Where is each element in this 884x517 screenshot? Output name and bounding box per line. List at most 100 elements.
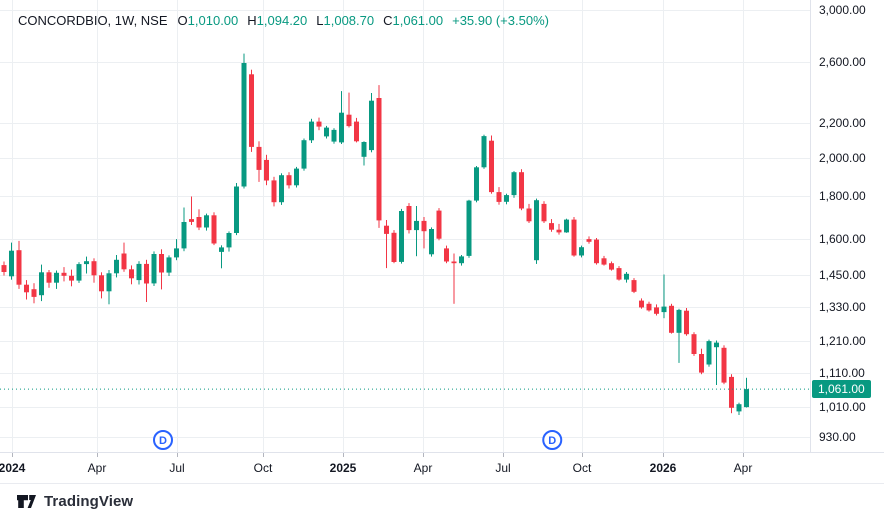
candle-63[interactable] — [474, 166, 479, 203]
candle-39[interactable] — [294, 166, 299, 188]
candle-23[interactable] — [174, 239, 179, 261]
candle-52[interactable] — [391, 230, 397, 264]
candle-20[interactable] — [151, 251, 157, 286]
candle-77[interactable] — [579, 245, 584, 258]
candle-46[interactable] — [346, 92, 352, 128]
candle-22[interactable] — [166, 255, 172, 276]
candle-30[interactable] — [226, 231, 232, 252]
candle-83[interactable] — [624, 272, 629, 283]
candle-21[interactable] — [159, 249, 164, 290]
candle-55[interactable] — [414, 206, 419, 257]
tradingview-logo[interactable]: TradingView — [16, 493, 133, 510]
candle-97[interactable] — [729, 374, 734, 414]
candle-43[interactable] — [324, 125, 329, 139]
candle-94[interactable] — [706, 339, 712, 367]
candle-33[interactable] — [249, 69, 254, 152]
candle-82[interactable] — [616, 266, 622, 281]
candle-38[interactable] — [286, 172, 292, 189]
candle-37[interactable] — [279, 173, 284, 205]
candle-11[interactable] — [84, 256, 89, 274]
candle-3[interactable] — [24, 280, 29, 300]
candle-85[interactable] — [639, 298, 644, 309]
candle-78[interactable] — [586, 236, 592, 244]
candle-45[interactable] — [339, 91, 344, 144]
candle-9[interactable] — [69, 269, 74, 287]
candle-84[interactable] — [631, 278, 637, 294]
candle-92[interactable] — [691, 332, 697, 356]
candle-28[interactable] — [211, 212, 217, 246]
candle-41[interactable] — [309, 118, 314, 143]
candle-58[interactable] — [436, 208, 442, 241]
candle-64[interactable] — [481, 134, 487, 169]
candle-36[interactable] — [271, 176, 277, 207]
candle-67[interactable] — [504, 193, 509, 205]
candle-99[interactable] — [744, 377, 749, 408]
candle-14[interactable] — [106, 270, 112, 305]
dividend-marker-0[interactable]: D — [153, 430, 173, 450]
candle-1[interactable] — [9, 242, 14, 280]
candle-24[interactable] — [181, 207, 187, 252]
candle-8[interactable] — [61, 267, 67, 282]
candle-44[interactable] — [331, 128, 337, 144]
candle-95[interactable] — [714, 340, 719, 386]
candle-50[interactable] — [376, 85, 382, 228]
candle-76[interactable] — [571, 217, 577, 257]
time-axis[interactable]: 2024 Apr Jul Oct 2025 Apr Jul Oct 2026 Apr — [0, 452, 884, 484]
candle-61[interactable] — [459, 255, 464, 266]
candle-17[interactable] — [129, 265, 134, 285]
candle-91[interactable] — [684, 308, 689, 336]
candle-79[interactable] — [594, 238, 599, 265]
candle-15[interactable] — [114, 255, 119, 278]
candle-62[interactable] — [466, 199, 472, 258]
candle-70[interactable] — [526, 203, 532, 223]
candle-60[interactable] — [451, 253, 457, 304]
candle-96[interactable] — [721, 345, 727, 385]
candle-57[interactable] — [429, 227, 434, 257]
candle-4[interactable] — [31, 283, 37, 304]
candle-13[interactable] — [99, 272, 104, 299]
candle-31[interactable] — [234, 183, 239, 236]
candle-59[interactable] — [444, 245, 449, 264]
candle-56[interactable] — [421, 217, 427, 249]
candle-6[interactable] — [46, 270, 52, 288]
candle-27[interactable] — [204, 213, 209, 231]
candle-49[interactable] — [369, 93, 374, 153]
candle-86[interactable] — [646, 301, 652, 312]
candle-71[interactable] — [534, 198, 539, 264]
candle-34[interactable] — [256, 141, 262, 182]
candle-18[interactable] — [136, 261, 142, 285]
candle-48[interactable] — [361, 141, 367, 166]
candle-7[interactable] — [54, 270, 59, 289]
candle-0[interactable] — [1, 261, 7, 276]
candle-19[interactable] — [144, 259, 149, 302]
candle-73[interactable] — [549, 219, 554, 232]
candle-40[interactable] — [301, 138, 307, 171]
price-axis[interactable]: 3,000.00 2,600.00 2,200.00 2,000.00 1,800.00… — [810, 0, 884, 483]
candle-68[interactable] — [511, 171, 517, 198]
dividend-marker-1[interactable]: D — [542, 430, 563, 450]
candle-87[interactable] — [654, 304, 659, 316]
candle-2[interactable] — [16, 240, 22, 289]
candle-53[interactable] — [399, 208, 404, 264]
candle-93[interactable] — [699, 348, 704, 375]
candle-35[interactable] — [264, 154, 269, 186]
candle-90[interactable] — [676, 308, 682, 363]
symbol-title[interactable]: CONCORDBIO, 1W, NSE — [18, 13, 168, 28]
candle-5[interactable] — [39, 264, 44, 302]
candle-98[interactable] — [736, 402, 742, 415]
candle-47[interactable] — [354, 117, 359, 143]
candle-51[interactable] — [384, 220, 389, 269]
candle-26[interactable] — [196, 209, 202, 231]
candle-12[interactable] — [91, 258, 97, 283]
candle-80[interactable] — [601, 255, 607, 266]
candle-74[interactable] — [556, 223, 562, 235]
candle-89[interactable] — [669, 303, 674, 334]
candle-29[interactable] — [219, 245, 224, 269]
candle-81[interactable] — [609, 261, 614, 271]
candle-66[interactable] — [496, 187, 502, 205]
candle-10[interactable] — [76, 262, 82, 283]
candle-54[interactable] — [406, 203, 412, 234]
candle-16[interactable] — [121, 242, 127, 272]
candle-65[interactable] — [489, 135, 494, 194]
